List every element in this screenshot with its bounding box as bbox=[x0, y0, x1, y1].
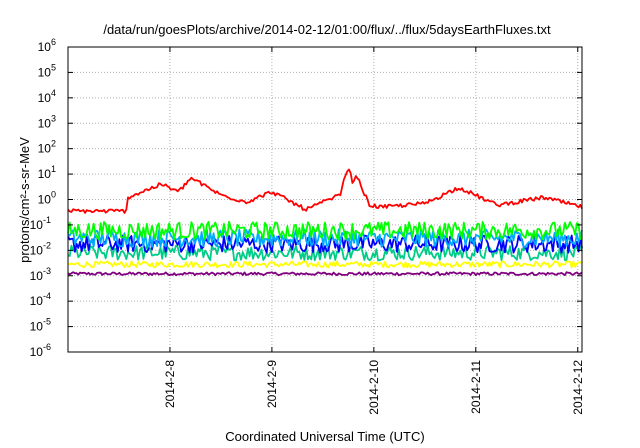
series-line bbox=[67, 220, 583, 241]
x-tick-label: 2014-2-11 bbox=[469, 360, 483, 414]
series-line bbox=[67, 168, 583, 214]
x-tick-label: 2014-2-9 bbox=[265, 360, 279, 408]
chart-title: /data/run/goesPlots/archive/2014-02-12/0… bbox=[103, 22, 551, 37]
series-line bbox=[67, 260, 583, 269]
x-tick-label: 2014-2-12 bbox=[571, 360, 585, 415]
x-axis: 2014-2-8 2014-2-9 2014-2-10 2014-2-11 2014-2… bbox=[163, 47, 585, 415]
series-line bbox=[67, 234, 583, 254]
series-line bbox=[67, 244, 583, 262]
x-axis-label: Coordinated Universal Time (UTC) bbox=[225, 429, 424, 444]
data-series-group bbox=[67, 168, 583, 277]
x-tick-label: 2014-2-10 bbox=[367, 360, 381, 415]
y-axis-label: protons/cm²-s-sr-MeV bbox=[17, 137, 32, 263]
y-axis: 10-610-510-410-310-210-11001011021031041… bbox=[30, 37, 582, 359]
series-line bbox=[67, 271, 583, 277]
x-tick-label: 2014-2-8 bbox=[163, 360, 177, 408]
